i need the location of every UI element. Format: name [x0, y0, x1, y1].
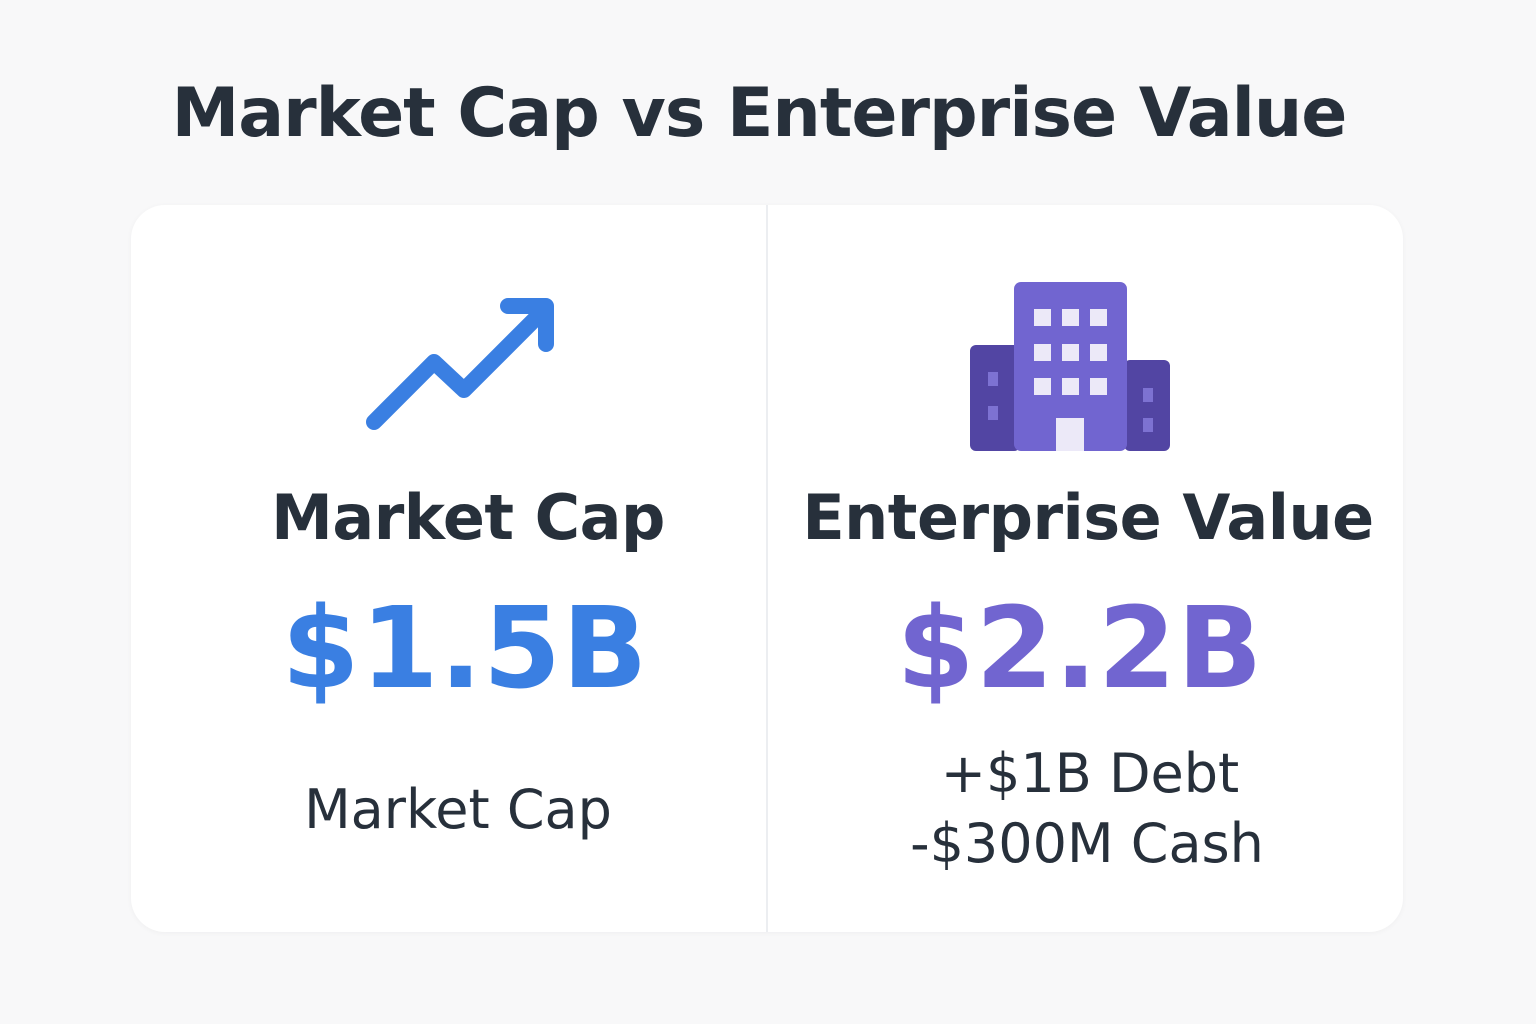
- cash-line: -$300M Cash: [910, 812, 1264, 875]
- market-cap-amount: $1.5B: [281, 584, 649, 714]
- card-divider: [766, 205, 768, 932]
- market-cap-heading: Market Cap: [271, 481, 665, 554]
- page-title: Market Cap vs Enterprise Value: [171, 74, 1348, 153]
- debt-line: +$1B Debt: [940, 742, 1240, 805]
- enterprise-value-amount: $2.2B: [896, 584, 1264, 714]
- office-building-icon: [970, 282, 1170, 451]
- enterprise-value-heading: Enterprise Value: [802, 481, 1374, 554]
- trend-up-arrow-icon: [366, 298, 554, 430]
- market-cap-caption: Market Cap: [304, 778, 612, 841]
